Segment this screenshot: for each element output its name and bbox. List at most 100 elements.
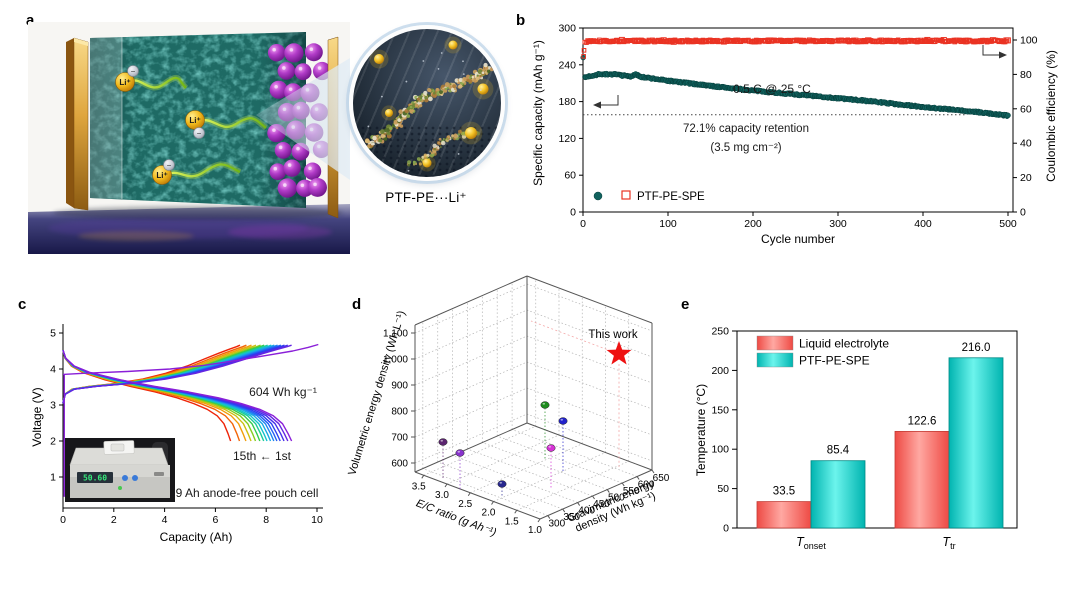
svg-text:80: 80 <box>1020 69 1032 81</box>
b-capacity-series <box>580 54 1011 119</box>
svg-text:700: 700 <box>391 433 408 444</box>
svg-text:Li⁺: Li⁺ <box>119 78 130 87</box>
svg-text:180: 180 <box>558 96 576 108</box>
svg-text:2: 2 <box>50 436 56 448</box>
svg-text:400: 400 <box>578 506 595 517</box>
e-bar-value: 85.4 <box>827 445 850 457</box>
svg-text:−: − <box>131 67 136 76</box>
svg-text:10: 10 <box>311 514 323 526</box>
inset-magnifier-circle <box>349 25 505 181</box>
c-cycle-curves <box>62 343 319 497</box>
energy-density-3d-chart: 600 700 800 900 1,000 1,100 3.5 3.0 2.5 2.0 1.5 1.0… <box>346 275 670 539</box>
anion <box>193 127 205 139</box>
svg-text:0: 0 <box>580 218 586 230</box>
e-bar <box>948 357 1004 529</box>
polymer-chain-art <box>353 36 501 177</box>
svg-text:40: 40 <box>1020 138 1032 150</box>
c-x-axis-label: Capacity (Ah) <box>159 530 233 544</box>
svg-text:60: 60 <box>564 170 576 182</box>
d-grid <box>414 276 653 520</box>
svg-text:100: 100 <box>1020 35 1038 47</box>
svg-text:600: 600 <box>391 459 408 470</box>
svg-text:120: 120 <box>558 133 576 145</box>
svg-text:500: 500 <box>999 218 1017 230</box>
svg-text:450: 450 <box>593 499 610 510</box>
d-this-work-star <box>606 341 632 365</box>
b-annotation-loading: (3.5 mg cm⁻²) <box>710 142 782 154</box>
svg-text:600: 600 <box>638 480 655 491</box>
floor <box>28 204 350 254</box>
svg-text:20: 20 <box>1020 172 1032 184</box>
svg-text:100: 100 <box>659 218 677 230</box>
svg-text:1,000: 1,000 <box>383 355 408 366</box>
b-efficiency-series <box>581 36 1011 59</box>
svg-text:250: 250 <box>711 326 729 338</box>
svg-text:0: 0 <box>1020 207 1026 219</box>
svg-text:240: 240 <box>558 59 576 71</box>
svg-text:50: 50 <box>717 483 729 495</box>
svg-text:8: 8 <box>263 514 269 526</box>
svg-text:Li⁺: Li⁺ <box>156 171 167 180</box>
svg-text:0: 0 <box>60 514 66 526</box>
svg-text:1: 1 <box>50 472 56 484</box>
svg-text:1.0: 1.0 <box>528 525 542 536</box>
anode-current-collector <box>66 37 89 211</box>
d-ticks: 600 700 800 900 1,000 1,100 3.5 3.0 2.5 2.0 1.5 1.0… <box>383 329 670 537</box>
svg-text:0: 0 <box>723 523 729 535</box>
e-bar-value: 216.0 <box>962 342 991 354</box>
e-category-labels: Tonset Ttr <box>796 535 955 551</box>
b-annotation-rate: 0.5 C @ 25 °C <box>733 82 811 96</box>
b-legend: PTF-PE-SPE <box>593 190 705 203</box>
svg-text:100: 100 <box>711 444 729 456</box>
svg-text:PTF-PE-SPE: PTF-PE-SPE <box>637 191 705 203</box>
svg-text:200: 200 <box>711 365 729 377</box>
d-frame <box>414 275 653 520</box>
c-inset-photo: 50.60 <box>65 438 175 502</box>
svg-text:500: 500 <box>608 493 625 504</box>
svg-text:4: 4 <box>50 364 56 376</box>
svg-text:Tonset: Tonset <box>796 535 826 551</box>
svg-text:Ttr: Ttr <box>942 535 955 551</box>
svg-text:0: 0 <box>570 207 576 219</box>
separator-film <box>90 37 122 199</box>
svg-text:2.5: 2.5 <box>458 499 472 510</box>
svg-text:6: 6 <box>212 514 218 526</box>
b-plot: 0 100 200 300 400 500060120180240300020406080… <box>558 23 1037 231</box>
b-right-axis-label: Coulombic efficiency (%) <box>1044 50 1058 182</box>
svg-text:2.0: 2.0 <box>482 508 496 519</box>
e-bar <box>894 430 950 529</box>
lithium-ions: Li⁺Li⁺Li⁺−−− <box>115 65 205 185</box>
anion <box>163 159 175 171</box>
e-bar <box>810 460 866 529</box>
svg-text:4: 4 <box>162 514 168 526</box>
svg-text:900: 900 <box>391 381 408 392</box>
svg-text:3.5: 3.5 <box>412 481 426 492</box>
svg-text:200: 200 <box>744 218 762 230</box>
voltage-capacity-chart: 1 2 3 4 5 0 2 4 6 8 10 50.60 <box>50 324 323 526</box>
d-this-work-label: This work <box>588 329 637 341</box>
battery-illustration: Li⁺Li⁺Li⁺−−− <box>28 22 350 254</box>
svg-text:650: 650 <box>653 473 670 484</box>
svg-text:3.0: 3.0 <box>435 490 449 501</box>
c-annotation-cycles: 15th ← 1st <box>232 449 292 463</box>
b-annotation-retention: 72.1% capacity retention <box>683 123 809 135</box>
e-bar-value: 33.5 <box>773 486 795 498</box>
b-x-axis-label: Cycle number <box>760 232 836 246</box>
e-bar-value: 122.6 <box>908 415 937 427</box>
c-annotation-energy: 604 Wh kg⁻¹ <box>249 385 317 399</box>
inset-caption: PTF-PE···Li⁺ <box>385 190 467 205</box>
svg-text:300: 300 <box>558 23 576 35</box>
svg-text:800: 800 <box>391 407 408 418</box>
b-left-axis-label: Specific capacity (mAh g⁻¹) <box>531 40 545 186</box>
cycling-performance-chart: 0 100 200 300 400 500060120180240300020406080… <box>558 23 1037 231</box>
svg-text:60: 60 <box>1020 103 1032 115</box>
svg-text:1.5: 1.5 <box>505 516 519 527</box>
svg-text:3: 3 <box>50 400 56 412</box>
svg-text:1,100: 1,100 <box>383 329 408 340</box>
panel-a-label: a <box>26 12 35 29</box>
b-axis-arrows <box>593 45 1007 109</box>
svg-text:−: − <box>167 161 172 170</box>
panel-b-label: b <box>516 12 526 29</box>
